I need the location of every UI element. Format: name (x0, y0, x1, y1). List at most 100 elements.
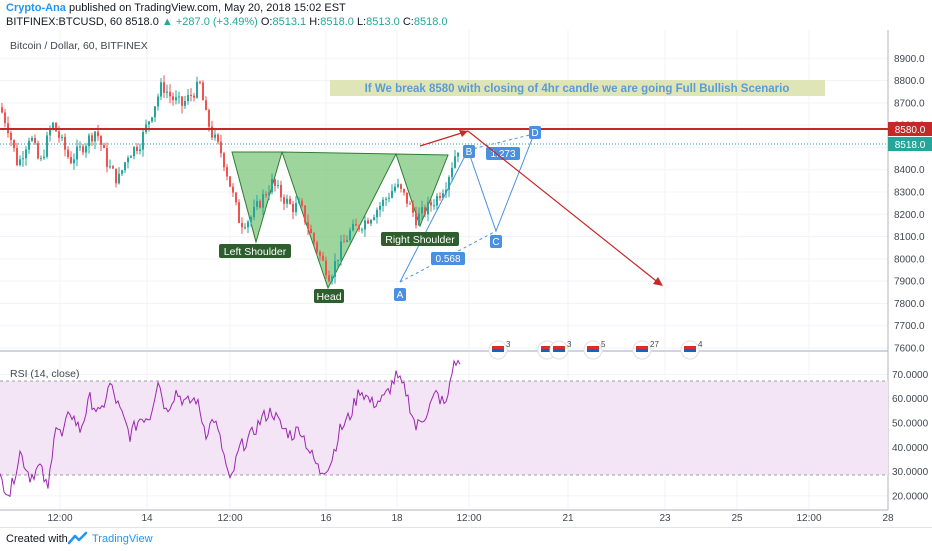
event-flag-stripe (541, 346, 553, 349)
candle-body (337, 259, 339, 262)
author-link[interactable]: Crypto-Ana (6, 2, 66, 14)
candle-body (70, 157, 72, 164)
candle-body (349, 230, 351, 241)
candle-body (400, 184, 402, 189)
chart-canvas[interactable]: A B C D 0.568 1.273 Left Shoulder Head R… (0, 30, 932, 527)
candle-body (382, 199, 384, 206)
candle-body (271, 179, 273, 193)
candle-body (256, 201, 258, 207)
candle-body (136, 146, 138, 151)
candle-body (385, 198, 387, 200)
candle-body (67, 149, 69, 158)
candle-body (214, 134, 216, 138)
candle-body (151, 117, 153, 122)
candle-body (40, 158, 42, 160)
rsi-tick-label: 60.0000 (892, 394, 929, 405)
candle-body (178, 96, 180, 98)
ratio-ab-label: 0.568 (435, 254, 460, 265)
candle-body (448, 177, 450, 190)
candle-body (457, 152, 459, 157)
candle-body (367, 220, 369, 224)
event-flag-stripe (587, 349, 599, 352)
candle-body (31, 137, 33, 141)
candle-body (229, 176, 231, 187)
price-pane-title: Bitcoin / Dollar, 60, BITFINEX (10, 40, 148, 52)
candle-body (274, 179, 276, 186)
candle-body (4, 112, 6, 124)
candle-body (154, 106, 156, 118)
candle-body (64, 136, 66, 150)
candle-body (289, 198, 291, 204)
candle-body (430, 202, 432, 206)
candle-body (424, 207, 426, 215)
candle-body (334, 261, 336, 277)
candle-body (340, 241, 342, 260)
rsi-tick-label: 30.0000 (892, 467, 929, 478)
event-markers[interactable]: 3235274 (488, 340, 703, 360)
time-tick-label: 12:00 (47, 513, 72, 524)
rsi-tick-label: 50.0000 (892, 419, 929, 430)
right-shoulder-label: Right Shoulder (385, 234, 455, 246)
candle-body (46, 135, 48, 157)
candle-body (121, 170, 123, 174)
candle-body (361, 229, 363, 231)
candle-body (115, 168, 117, 184)
right-shoulder-shape[interactable] (395, 153, 449, 228)
current-price: 8518.0 (125, 16, 159, 28)
open-value: 8513.1 (272, 16, 307, 28)
candle-body (325, 260, 327, 276)
event-flag-stripe (492, 346, 504, 349)
note-text[interactable]: If We break 8580 with closing of 4hr can… (365, 83, 790, 95)
time-tick-label: 23 (659, 513, 671, 524)
candle-body (313, 233, 315, 243)
candle-body (241, 223, 243, 228)
harmonic-point-d-box (529, 126, 541, 139)
close-value: 8518.0 (413, 16, 448, 28)
candle-body (415, 212, 417, 226)
candle-body (187, 95, 189, 102)
candle-body (19, 159, 21, 166)
candle-body (307, 222, 309, 229)
candle-body (235, 192, 237, 203)
candle-body (58, 131, 60, 138)
candle-body (265, 194, 267, 196)
low-value: 8513.0 (366, 16, 400, 28)
candle-body (118, 173, 120, 184)
candle-body (445, 189, 447, 194)
candle-body (352, 224, 354, 231)
note-background (330, 80, 825, 96)
footer: Created with TradingView (0, 527, 932, 551)
candle-body (250, 217, 252, 222)
right-shoulder-badge (381, 232, 459, 246)
candle-body (220, 141, 222, 154)
breakout-arrow-line (419, 130, 469, 147)
candle-body (13, 139, 15, 148)
pane-separator[interactable] (0, 350, 888, 352)
candle-body (172, 96, 174, 101)
price-tick-label: 8100.0 (894, 232, 925, 243)
time-tick-label: 21 (562, 513, 574, 524)
harmonic-pattern[interactable]: A B C D 0.568 1.273 (394, 126, 541, 301)
candle-body (301, 200, 303, 206)
event-flag-stripe (587, 346, 599, 349)
harmonic-point-c: C (492, 237, 499, 248)
rsi-tick-label: 40.0000 (892, 443, 929, 454)
time-tick-label: 16 (320, 513, 332, 524)
candle-body (82, 146, 84, 153)
candle-body (34, 137, 36, 144)
candle-body (79, 146, 81, 148)
left-shoulder-badge (219, 244, 291, 258)
tradingview-brand-link[interactable]: TradingView (92, 533, 153, 545)
candle-body (175, 97, 177, 101)
breakout-arrow-head (459, 130, 468, 137)
candle-body (55, 122, 57, 132)
candle-body (379, 205, 381, 210)
candle-body (397, 184, 399, 187)
projection-arrows[interactable] (419, 130, 663, 286)
candle-body (184, 101, 186, 106)
candle-body (49, 128, 51, 136)
candle-body (433, 205, 435, 207)
price-tick-label: 8000.0 (894, 254, 925, 265)
close-label: C: (402, 16, 414, 28)
rsi-line[interactable] (0, 359, 461, 498)
